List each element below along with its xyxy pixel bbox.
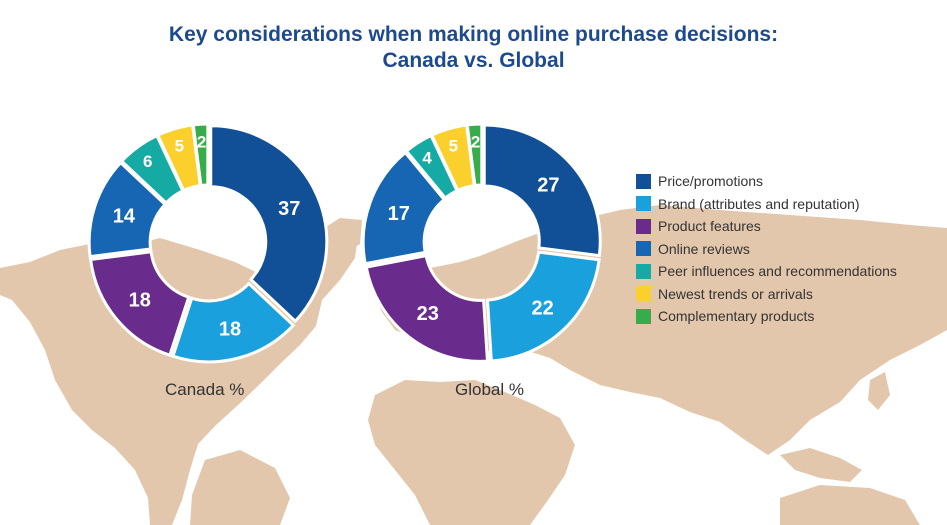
legend-swatch	[636, 218, 651, 234]
legend-item: Brand (attributes and reputation)	[636, 193, 897, 216]
donut-slice	[209, 124, 329, 324]
slice-value-label: 6	[143, 152, 152, 171]
map-southeast-asia	[780, 448, 862, 482]
legend-item: Peer influences and recommendations	[636, 260, 897, 283]
legend-swatch	[636, 308, 651, 324]
global-donut: 27 22 23 17 45 2	[361, 122, 602, 363]
legend-label: Product features	[658, 218, 761, 235]
donut-slice	[465, 122, 484, 188]
donut-slice	[87, 160, 168, 259]
map-south-america	[190, 450, 290, 525]
global-chart-label: Global %	[455, 380, 524, 399]
slice-value-label: 23	[417, 303, 439, 325]
slice-value-label: 2	[471, 133, 480, 152]
donut-slice	[485, 250, 601, 363]
slice-value-label: 5	[449, 137, 458, 156]
slice-value-label: 4	[422, 148, 432, 167]
legend-label: Peer influences and recommendations	[658, 263, 897, 280]
legend-label: Online reviews	[658, 240, 750, 257]
chart-title-line1: Key considerations when making online pu…	[168, 23, 779, 46]
slice-value-label: 18	[219, 319, 241, 341]
canada-donut: 37 18 18 14 6 5 2	[87, 122, 329, 364]
slice-value-label: 5	[175, 137, 184, 156]
legend: Price/promotions Brand (attributes and re…	[636, 170, 897, 328]
donut-slice	[171, 281, 296, 364]
slice-value-label: 17	[388, 203, 410, 225]
slice-value-label: 22	[531, 298, 553, 320]
slice-value-label: 2	[197, 133, 206, 152]
legend-item: Complementary products	[636, 305, 897, 328]
canada-chart-label: Canada %	[165, 380, 245, 399]
map-japan	[868, 372, 890, 410]
donut-slice	[482, 123, 602, 258]
legend-item: Newest trends or arrivals	[636, 283, 897, 306]
legend-swatch	[636, 173, 651, 189]
chart-title-line2: Canada vs. Global	[382, 49, 565, 72]
legend-label: Newest trends or arrivals	[658, 285, 813, 302]
slice-value-label: 14	[113, 206, 136, 228]
legend-label: Complementary products	[658, 308, 815, 325]
slice-value-label: 27	[537, 174, 559, 196]
map-australia	[780, 485, 920, 525]
legend-swatch	[636, 263, 651, 279]
legend-item: Online reviews	[636, 238, 897, 261]
slice-value-label: 37	[278, 198, 300, 220]
donut-slice	[361, 150, 447, 266]
donut-slice	[88, 250, 191, 358]
legend-swatch	[636, 286, 651, 302]
chart-title: Key considerations when making online pu…	[0, 22, 947, 74]
legend-swatch	[636, 241, 651, 257]
legend-swatch	[636, 196, 651, 212]
slice-value-label: 18	[129, 289, 151, 311]
map-africa	[368, 380, 575, 525]
map-eurasia	[372, 205, 947, 455]
legend-item: Product features	[636, 215, 897, 238]
donut-slice	[191, 122, 210, 188]
legend-item: Price/promotions	[636, 170, 897, 193]
legend-label: Brand (attributes and reputation)	[658, 195, 860, 212]
map-greenland	[318, 218, 362, 256]
legend-label: Price/promotions	[658, 173, 764, 190]
donut-slice	[364, 253, 490, 363]
